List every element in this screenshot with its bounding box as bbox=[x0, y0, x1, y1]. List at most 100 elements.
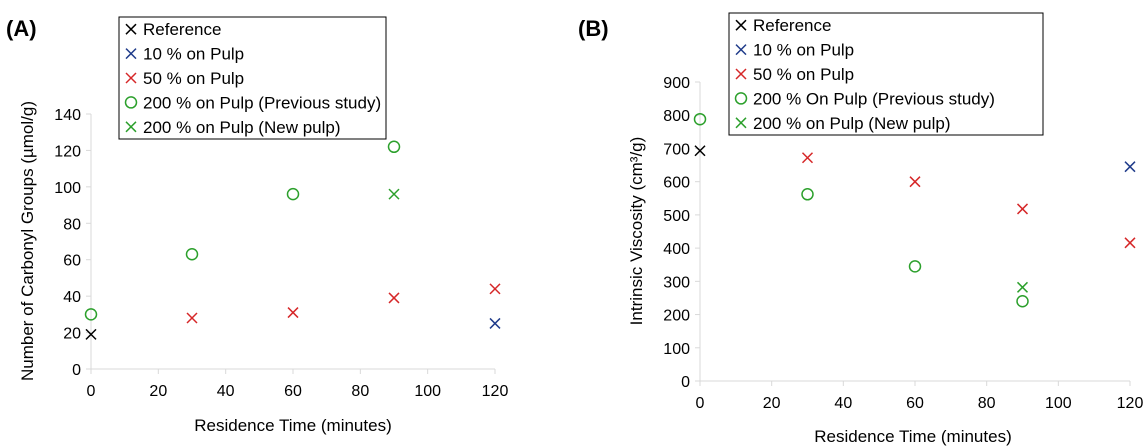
x-tick-label-b-120: 120 bbox=[1117, 395, 1144, 412]
legend-marker-b-200-on-pulp-new-pulp-stroke-2 bbox=[735, 117, 747, 129]
point-a-200-on-pulp-previous-study-1 bbox=[185, 248, 199, 261]
y-tick-label-b-300: 300 bbox=[663, 274, 690, 291]
point-a-50-on-pulp-0 bbox=[186, 312, 198, 324]
y-axis-title-b: Intrinsic Viscosity (cm³/g) bbox=[627, 137, 646, 326]
legend-label-b-200-on-pulp-previous-study: 200 % On Pulp (Previous study) bbox=[753, 89, 995, 108]
x-tick-label-b-40: 40 bbox=[834, 395, 852, 412]
point-b-reference-0-stroke-2 bbox=[694, 145, 706, 157]
legend-marker-a-50-on-pulp bbox=[125, 72, 137, 84]
x-tick-label-b-60: 60 bbox=[906, 395, 924, 412]
point-a-50-on-pulp-3-stroke-2 bbox=[489, 283, 501, 295]
point-b-reference-0 bbox=[694, 145, 706, 157]
point-b-10-on-pulp-0 bbox=[1124, 161, 1136, 173]
legend-marker-b-50-on-pulp-stroke-2 bbox=[735, 68, 747, 80]
legend-marker-a-50-on-pulp-stroke-2 bbox=[125, 72, 137, 84]
legend-marker-a-200-on-pulp-new-pulp-stroke-2 bbox=[125, 121, 137, 133]
x-tick-label-a-40: 40 bbox=[217, 383, 235, 400]
point-b-200-on-pulp-previous-study-1 bbox=[801, 188, 814, 201]
point-a-reference-0-stroke-2 bbox=[85, 328, 97, 340]
legend-label-b-200-on-pulp-new-pulp: 200 % on Pulp (New pulp) bbox=[753, 114, 951, 133]
y-tick-label-a-20: 20 bbox=[63, 326, 81, 343]
y-tick-label-b-900: 900 bbox=[663, 75, 690, 92]
x-tick-label-b-0: 0 bbox=[696, 395, 705, 412]
y-tick-label-b-800: 800 bbox=[663, 108, 690, 125]
y-tick-label-b-400: 400 bbox=[663, 241, 690, 258]
point-a-200-on-pulp-previous-study-2 bbox=[286, 187, 300, 201]
point-a-200-on-pulp-new-pulp-0-stroke-2 bbox=[388, 188, 400, 200]
x-tick-label-a-0: 0 bbox=[87, 383, 96, 400]
legend-label-a-50-on-pulp: 50 % on Pulp bbox=[143, 69, 244, 88]
legend-marker-a-200-on-pulp-previous-study bbox=[124, 96, 138, 109]
point-b-50-on-pulp-1 bbox=[909, 176, 921, 188]
panel-b-label: (B) bbox=[578, 16, 609, 41]
y-tick-label-b-700: 700 bbox=[663, 141, 690, 158]
y-tick-label-b-100: 100 bbox=[663, 341, 690, 358]
point-b-50-on-pulp-3 bbox=[1124, 237, 1136, 249]
legend-box-a bbox=[118, 16, 387, 140]
panel-a-label: (A) bbox=[6, 16, 37, 41]
point-a-50-on-pulp-2-stroke-2 bbox=[388, 292, 400, 304]
x-tick-label-a-120: 120 bbox=[482, 383, 509, 400]
point-b-50-on-pulp-1-stroke-2 bbox=[909, 176, 921, 188]
point-a-10-on-pulp-0 bbox=[489, 317, 501, 329]
point-b-200-on-pulp-previous-study-0 bbox=[693, 112, 707, 126]
point-a-50-on-pulp-1-stroke-2 bbox=[287, 307, 299, 319]
point-a-200-on-pulp-previous-study-3 bbox=[387, 140, 401, 154]
x-tick-label-a-60: 60 bbox=[284, 383, 302, 400]
x-axis-title-a: Residence Time (minutes) bbox=[194, 416, 391, 435]
point-a-200-on-pulp-previous-study-0 bbox=[84, 308, 98, 321]
y-tick-label-a-140: 140 bbox=[54, 107, 81, 124]
chart-a: 0 20 40 60 80 100 120 0 20 40 60 80 100 120 140 Residen… bbox=[18, 16, 509, 435]
y-tick-label-a-120: 120 bbox=[54, 143, 81, 160]
y-tick-label-a-0: 0 bbox=[72, 362, 81, 379]
legend-marker-a-reference bbox=[125, 23, 137, 35]
legend-label-b-10-on-pulp: 10 % on Pulp bbox=[753, 41, 854, 60]
legend-label-a-10-on-pulp: 10 % on Pulp bbox=[143, 45, 244, 64]
x-tick-label-b-100: 100 bbox=[1045, 395, 1072, 412]
legend-marker-b-reference-stroke-2 bbox=[735, 19, 747, 31]
x-tick-label-a-20: 20 bbox=[149, 383, 167, 400]
legend-marker-a-10-on-pulp-stroke-2 bbox=[125, 48, 137, 60]
point-b-200-on-pulp-new-pulp-0-stroke-2 bbox=[1016, 281, 1029, 293]
point-b-50-on-pulp-3-stroke-2 bbox=[1124, 237, 1136, 249]
legend-marker-b-200-on-pulp-previous-study bbox=[734, 92, 748, 105]
legend-label-a-reference: Reference bbox=[143, 20, 221, 39]
point-a-50-on-pulp-1 bbox=[287, 307, 299, 319]
point-a-200-on-pulp-new-pulp-0 bbox=[388, 188, 400, 200]
point-b-10-on-pulp-0-stroke-2 bbox=[1124, 161, 1136, 173]
point-b-200-on-pulp-new-pulp-0 bbox=[1016, 281, 1029, 293]
point-b-50-on-pulp-2-stroke-2 bbox=[1016, 203, 1029, 215]
point-a-reference-0 bbox=[85, 328, 97, 340]
chart-b: 0 20 40 60 80 100 120 0 100 200 300 400 500 600 700 800… bbox=[627, 12, 1144, 446]
legend-marker-a-200-on-pulp-new-pulp bbox=[125, 121, 137, 133]
y-tick-label-b-200: 200 bbox=[663, 308, 690, 325]
y-tick-label-b-0: 0 bbox=[681, 374, 690, 391]
point-b-50-on-pulp-0-stroke-2 bbox=[801, 152, 814, 164]
x-tick-label-b-20: 20 bbox=[763, 395, 781, 412]
legend-marker-a-reference-stroke-2 bbox=[125, 23, 137, 35]
legend-marker-b-10-on-pulp-stroke-2 bbox=[735, 44, 747, 56]
y-tick-label-a-40: 40 bbox=[63, 289, 81, 306]
legend-label-a-200-on-pulp-new-pulp: 200 % on Pulp (New pulp) bbox=[143, 118, 341, 137]
y-tick-label-a-80: 80 bbox=[63, 216, 81, 233]
legend-label-b-50-on-pulp: 50 % on Pulp bbox=[753, 65, 854, 84]
x-axis-title-b: Residence Time (minutes) bbox=[814, 427, 1011, 446]
legend-marker-b-10-on-pulp bbox=[735, 44, 747, 56]
x-tick-label-b-80: 80 bbox=[978, 395, 996, 412]
y-tick-label-b-500: 500 bbox=[663, 208, 690, 225]
y-tick-label-a-100: 100 bbox=[54, 180, 81, 197]
point-b-200-on-pulp-previous-study-3 bbox=[1016, 295, 1029, 308]
legend-marker-b-reference bbox=[735, 19, 747, 31]
x-tick-label-a-80: 80 bbox=[351, 383, 369, 400]
point-b-50-on-pulp-2 bbox=[1016, 203, 1029, 215]
x-tick-label-a-100: 100 bbox=[414, 383, 441, 400]
legend-marker-a-10-on-pulp bbox=[125, 48, 137, 60]
legend-label-a-200-on-pulp-previous-study: 200 % on Pulp (Previous study) bbox=[143, 93, 381, 112]
legend-box-b bbox=[728, 12, 1044, 136]
point-a-10-on-pulp-0-stroke-2 bbox=[489, 317, 501, 329]
y-tick-label-b-600: 600 bbox=[663, 175, 690, 192]
y-tick-label-a-60: 60 bbox=[63, 253, 81, 270]
point-a-50-on-pulp-2 bbox=[388, 292, 400, 304]
point-b-50-on-pulp-0 bbox=[801, 152, 814, 164]
